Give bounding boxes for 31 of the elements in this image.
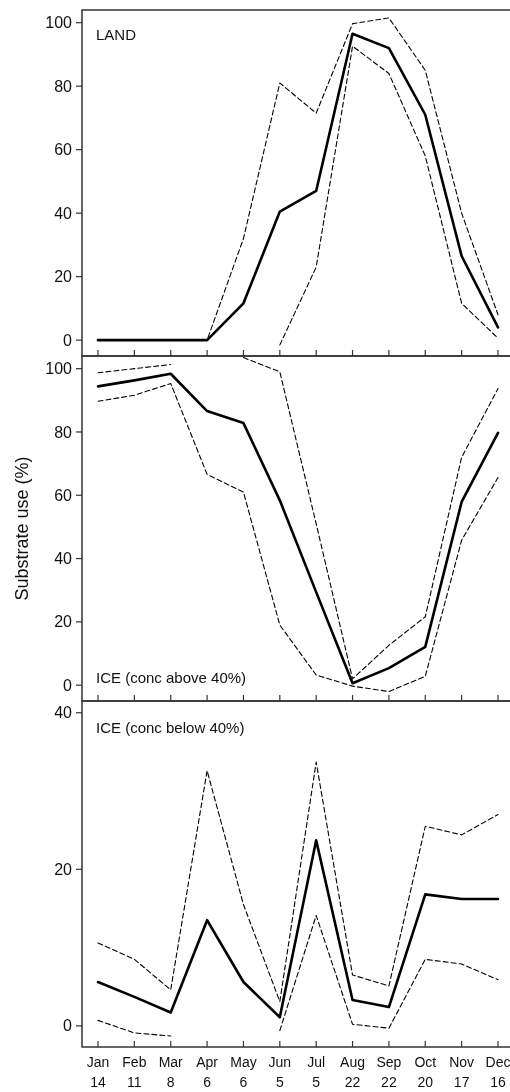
y-tick-label: 40 xyxy=(54,550,73,568)
x-tick-label: Sep 22 xyxy=(376,1054,402,1090)
y-tick-label: 60 xyxy=(54,141,73,159)
annotation: LAND xyxy=(96,26,137,43)
y-tick-label: 0 xyxy=(63,676,73,694)
x-tick-label: May 6 xyxy=(230,1054,257,1090)
x-tick-label: Dec 16 xyxy=(485,1054,510,1090)
x-tick-label: Oct 20 xyxy=(414,1054,437,1090)
y-tick-label: 60 xyxy=(54,486,73,504)
annotation: ICE (conc above 40%) xyxy=(96,669,247,686)
y-tick-label: 20 xyxy=(54,860,73,878)
x-tick-label: Jan 14 xyxy=(86,1054,110,1090)
y-tick-label: 20 xyxy=(54,613,73,631)
x-tick-label: Aug 22 xyxy=(340,1054,366,1090)
x-tick-label: Apr 6 xyxy=(196,1054,219,1090)
y-tick-label: 100 xyxy=(45,360,73,378)
x-tick-label: Nov 17 xyxy=(449,1054,475,1090)
y-tick-label: 0 xyxy=(63,331,73,349)
annotation: ICE (conc below 40%) xyxy=(96,719,245,736)
y-tick-label: 80 xyxy=(54,77,73,95)
y-tick-label: 40 xyxy=(54,704,73,722)
x-tick-label: Feb 11 xyxy=(122,1054,147,1090)
x-tick-label: Jul 5 xyxy=(307,1054,326,1090)
y-tick-label: 100 xyxy=(45,14,73,32)
y-tick-label: 20 xyxy=(54,268,73,286)
x-tick-label: Jun 5 xyxy=(268,1054,292,1090)
y-axis-title: Substrate use (%) xyxy=(12,456,32,601)
y-tick-label: 40 xyxy=(54,204,73,222)
x-tick-label: Mar 8 xyxy=(158,1054,184,1090)
y-tick-label: 0 xyxy=(63,1017,73,1035)
y-tick-label: 80 xyxy=(54,423,73,441)
